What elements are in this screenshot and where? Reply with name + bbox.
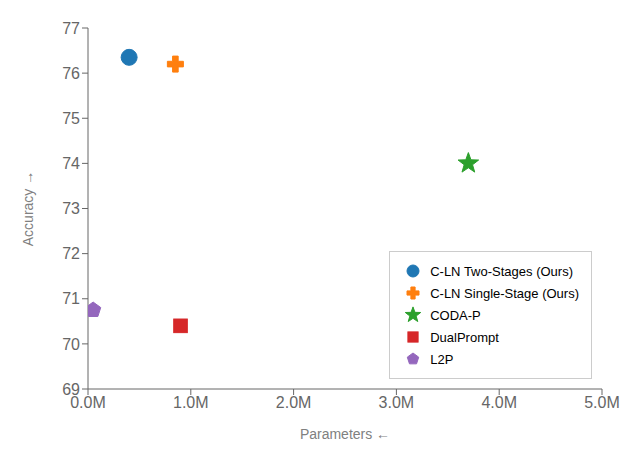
svg-text:Parameters ←: Parameters ← bbox=[300, 426, 390, 442]
svg-text:2.0M: 2.0M bbox=[276, 394, 312, 411]
svg-text:71: 71 bbox=[62, 290, 80, 307]
svg-text:4.0M: 4.0M bbox=[481, 394, 517, 411]
svg-text:77: 77 bbox=[62, 20, 80, 37]
svg-text:70: 70 bbox=[62, 336, 80, 353]
svg-text:69: 69 bbox=[62, 381, 80, 398]
svg-text:74: 74 bbox=[62, 155, 80, 172]
html-text:L2P: L2P bbox=[430, 351, 454, 367]
html-text:C-LN Two-Stages (Ours): C-LN Two-Stages (Ours) bbox=[430, 263, 573, 279]
svg-text:76: 76 bbox=[62, 65, 80, 82]
svg-text:Accuracy →: Accuracy → bbox=[20, 171, 36, 246]
svg-text:3.0M: 3.0M bbox=[379, 394, 415, 411]
svg-text:5.0M: 5.0M bbox=[584, 394, 620, 411]
svg-text:75: 75 bbox=[62, 110, 80, 127]
svg-text:72: 72 bbox=[62, 245, 80, 262]
svg-text:73: 73 bbox=[62, 200, 80, 217]
html-text:DualPrompt: DualPrompt bbox=[430, 329, 499, 345]
svg-text:1.0M: 1.0M bbox=[173, 394, 209, 411]
svg-text:0.0M: 0.0M bbox=[70, 394, 106, 412]
html-text:C-LN Single-Stage (Ours): C-LN Single-Stage (Ours) bbox=[430, 285, 579, 301]
html-text:CODA-P: CODA-P bbox=[430, 307, 481, 323]
